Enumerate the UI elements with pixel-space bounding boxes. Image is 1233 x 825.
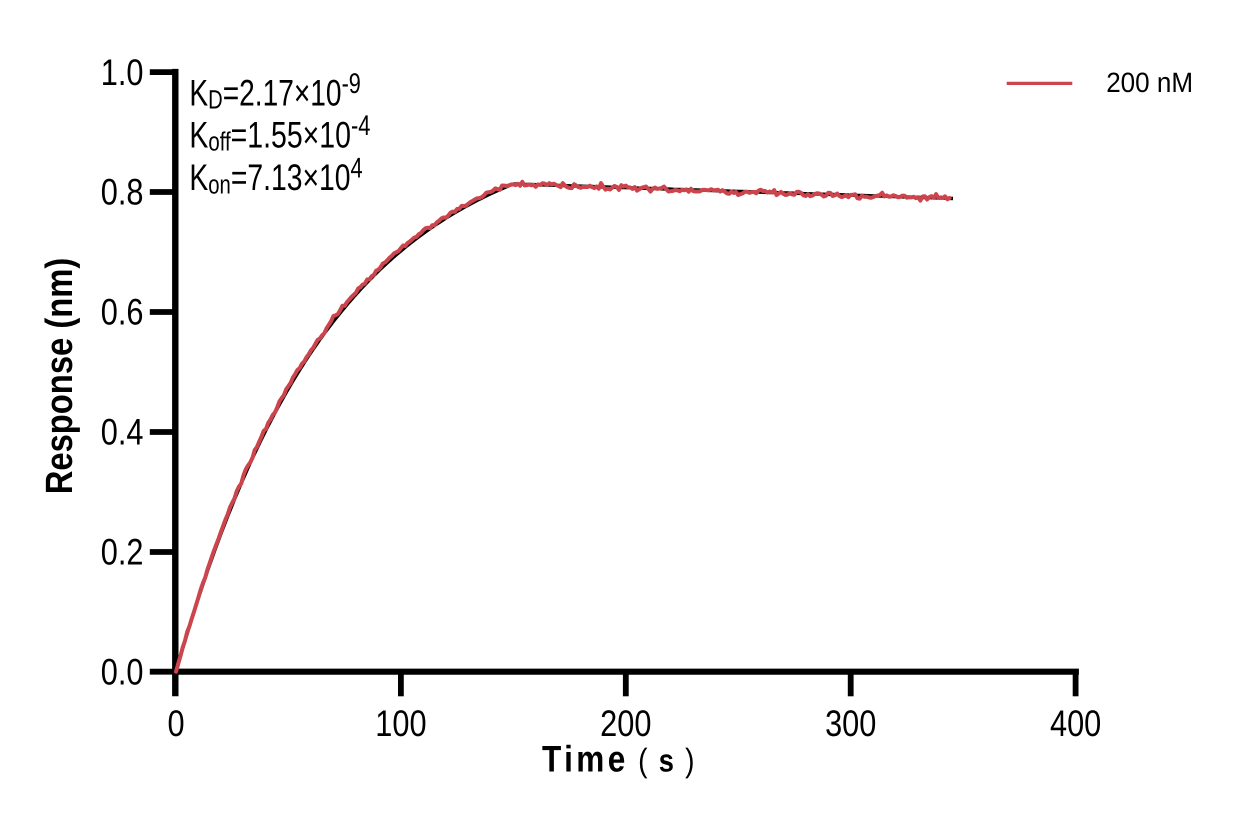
svg-text:KD=2.17×10-9: KD=2.17×10-9 — [189, 68, 360, 115]
svg-text:0.4: 0.4 — [101, 412, 144, 453]
svg-text:0.8: 0.8 — [101, 172, 144, 213]
svg-text:0.2: 0.2 — [101, 532, 144, 573]
svg-text:200: 200 — [600, 703, 651, 744]
svg-text:Kon=7.13×104: Kon=7.13×104 — [189, 153, 362, 200]
svg-text:Response (nm): Response (nm) — [39, 258, 81, 495]
svg-text:0.6: 0.6 — [101, 292, 144, 333]
svg-text:300: 300 — [825, 703, 876, 744]
svg-text:200 nM: 200 nM — [1106, 67, 1193, 98]
svg-text:0: 0 — [167, 703, 184, 744]
svg-text:0.0: 0.0 — [101, 651, 144, 692]
svg-text:100: 100 — [375, 703, 426, 744]
svg-text:Time ( s ): Time ( s ) — [542, 738, 696, 779]
svg-text:1.0: 1.0 — [101, 52, 144, 93]
svg-text:400: 400 — [1050, 703, 1101, 744]
